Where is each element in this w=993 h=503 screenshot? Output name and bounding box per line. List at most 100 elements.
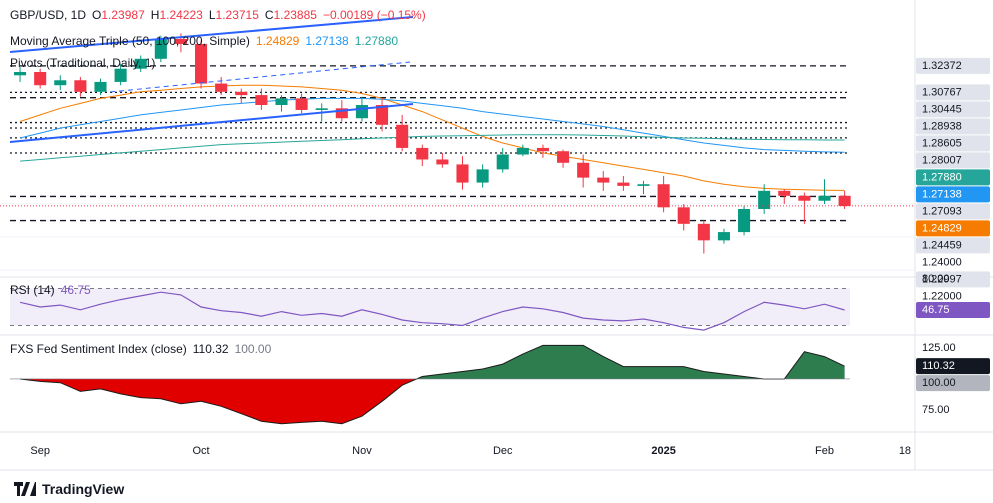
candle-body xyxy=(154,38,167,59)
candle-body xyxy=(134,58,147,69)
axis-label-bg xyxy=(916,118,990,135)
candle-body xyxy=(34,72,47,86)
axis-label-bg xyxy=(916,220,990,237)
axis-label: 46.75 xyxy=(916,301,990,318)
candle-body xyxy=(195,43,208,84)
y-tick-label: 1.28938 xyxy=(922,120,962,132)
ohlc-item: C1.23885 xyxy=(265,8,317,22)
x-tick-label: Nov xyxy=(352,445,372,457)
ma-legend: Moving Average Triple (50, 100, 200, Sim… xyxy=(10,34,398,48)
pivots-title: Pivots (Traditional, Daily, 1) xyxy=(10,56,156,70)
axis-label: 1.24459 xyxy=(916,237,990,254)
axis-label: 1.28605 xyxy=(916,135,990,152)
candle-body xyxy=(74,80,87,92)
y-tick-label: 1.30445 xyxy=(922,103,962,115)
axis-label: 80.00 xyxy=(922,273,950,285)
y-tick-label: 110.32 xyxy=(922,360,955,372)
y-tick-label: 1.27138 xyxy=(922,188,962,200)
y-tick-label: 46.75 xyxy=(922,304,950,316)
ohlc-value: 1.24223 xyxy=(159,8,203,22)
axis-label: 1.28007 xyxy=(916,152,990,169)
axis-label: 1.27093 xyxy=(916,203,990,220)
axis-label: 1.28938 xyxy=(916,118,990,135)
candle-body xyxy=(235,91,248,96)
trendline xyxy=(9,103,414,143)
candle-body xyxy=(758,190,771,209)
axis-label: 1.22997 xyxy=(916,271,990,288)
sentiment-value: 110.32 xyxy=(192,342,229,356)
axis-label-bg xyxy=(916,169,990,186)
rsi-band xyxy=(10,288,850,326)
candle-body xyxy=(516,147,529,155)
candle-body xyxy=(396,124,409,148)
axis-label-bg xyxy=(916,57,990,74)
axis-label-bg xyxy=(916,135,990,152)
candle-body xyxy=(798,195,811,201)
axis-label-bg xyxy=(916,84,990,101)
candle-body xyxy=(94,81,107,92)
axis-label: 1.27880 xyxy=(916,169,990,186)
sentiment-area-below xyxy=(20,378,845,424)
axis-label: 100.00 xyxy=(916,375,990,392)
candle-body xyxy=(838,195,851,207)
candle-body xyxy=(657,184,670,208)
x-tick-label: Oct xyxy=(192,445,209,457)
sentiment-line xyxy=(20,344,845,425)
y-tick-label: 1.32372 xyxy=(922,60,962,72)
price-axis: 1.200001.220001.240001.323721.304451.244… xyxy=(30,57,990,457)
y-tick-label: 1.27093 xyxy=(922,205,962,217)
moving-average-line xyxy=(19,97,845,153)
ohlc-item: L1.23715 xyxy=(209,8,259,22)
ohlc-item: H1.24223 xyxy=(151,8,203,22)
ohlc-value: 1.23885 xyxy=(273,8,317,22)
ma-value: 1.27138 xyxy=(305,34,349,48)
ohlc-value: 1.23987 xyxy=(101,8,145,22)
y-tick-label: 100.00 xyxy=(922,377,956,389)
candle-body xyxy=(677,207,690,224)
y-tick-label: 1.28007 xyxy=(922,154,962,166)
y-tick-label: 80.00 xyxy=(922,273,950,285)
axis-label: 1.24829 xyxy=(916,220,990,237)
axis-label-bg xyxy=(916,101,990,118)
candle-body xyxy=(456,164,469,183)
ma-value: 1.27880 xyxy=(354,34,399,48)
ohlc-key: C xyxy=(264,8,274,22)
trendline xyxy=(9,16,414,53)
axis-label: 125.00 xyxy=(922,342,956,354)
candle-body xyxy=(376,105,389,125)
x-tick-label: 18 xyxy=(899,445,911,457)
y-tick-label: 1.24459 xyxy=(922,239,962,251)
x-tick-label: Sep xyxy=(30,445,50,457)
y-tick-label: 1.24829 xyxy=(922,222,962,234)
sentiment-title: FXS Fed Sentiment Index (close) xyxy=(10,342,187,356)
pivots-legend: Pivots (Traditional, Daily, 1) xyxy=(10,56,155,70)
candle-body xyxy=(496,154,509,170)
y-tick-label: 1.27880 xyxy=(922,171,962,183)
change-value: −0.00189 (−0.15%) xyxy=(322,8,426,22)
candle-body xyxy=(416,147,429,160)
axis-label-bg xyxy=(916,271,990,288)
candle-body xyxy=(114,68,127,82)
candle-body xyxy=(617,182,630,186)
axis-label-bg xyxy=(916,358,990,375)
candle-body xyxy=(295,98,308,110)
axis-label-bg xyxy=(916,237,990,254)
candle-body xyxy=(255,95,268,106)
y-tick-label: 1.28605 xyxy=(922,137,962,149)
ma-value: 1.24829 xyxy=(255,34,300,48)
candle-body xyxy=(315,108,328,110)
x-tick-label: 2025 xyxy=(651,445,675,457)
candle-body xyxy=(697,223,710,241)
symbol-title: GBP/USD, 1D xyxy=(10,8,87,22)
candle-body xyxy=(14,72,27,76)
rsi-line xyxy=(19,291,845,331)
ma-values: 1.24829 1.27138 1.27880 xyxy=(256,34,398,48)
candle-body xyxy=(738,208,751,233)
candle-body xyxy=(557,151,570,163)
axis-label: 1.27138 xyxy=(916,186,990,203)
symbol-legend: GBP/USD, 1D O1.23987 H1.24223 L1.23715 C1.2… xyxy=(10,8,426,22)
axis-label-bg xyxy=(916,152,990,169)
